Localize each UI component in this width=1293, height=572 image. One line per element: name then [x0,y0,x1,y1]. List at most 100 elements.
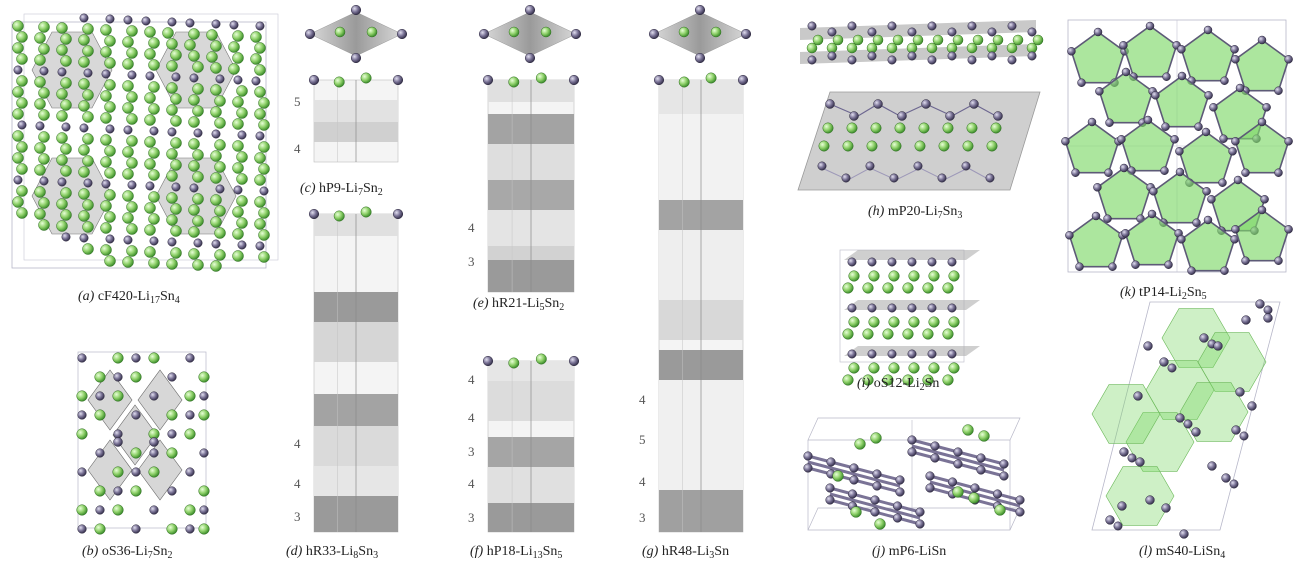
li-atom [144,202,156,214]
li-atom [12,152,24,164]
sn-atom [1201,127,1211,137]
sn-atom [39,66,49,76]
sn-atom [1218,178,1227,187]
li-atom [188,94,200,106]
li-atom [214,205,226,217]
sn-atom [1274,256,1283,265]
li-atom [34,32,46,44]
layer-label: 3 [639,510,646,525]
li-atom [868,362,880,374]
sn-atom [1170,135,1179,144]
caption-c: (c) hP9-Li7Sn2 [300,181,383,198]
li-atom [908,362,920,374]
sn-atom [915,507,925,517]
sn-atom [482,74,494,86]
sn-atom [1143,115,1153,125]
sn-atom [825,483,835,493]
sn-atom [947,477,958,487]
li-atom [210,40,222,52]
li-atom [104,145,116,157]
sn-atom [953,459,963,469]
sn-atom [61,232,71,242]
sn-atom [127,180,137,190]
li-atom [902,374,914,386]
li-atom [60,165,72,177]
li-atom [104,57,116,69]
li-atom [214,117,226,129]
li-atom [126,245,138,257]
sn-atom [1087,117,1097,127]
sn-atom [1119,163,1129,173]
li-atom [258,141,270,153]
sn-atom [141,16,151,26]
sn-atom [1263,305,1273,315]
sn-atom [1075,262,1084,271]
li-atom [232,206,244,218]
sn-atom [847,55,857,65]
li-atom [210,106,222,118]
sn-atom [1213,341,1223,351]
sn-atom [1207,195,1216,204]
li-atom [822,122,834,134]
sn-atom [1284,137,1293,146]
li-atom [78,144,90,156]
li-atom [236,107,248,119]
sn-atom [167,486,177,496]
li-atom [148,257,160,269]
li-atom [882,282,894,294]
caption-k: (k) tP14-Li2Sn5 [1120,285,1207,302]
caption-g: (g) hR48-Li3Sn [642,544,730,561]
li-atom [882,374,894,386]
li-atom [535,353,547,365]
li-atom [166,523,178,535]
li-atom [882,328,894,340]
sn-atom [199,391,209,401]
sn-atom [895,487,905,497]
sn-atom [77,353,87,363]
li-atom [104,211,116,223]
sn-atom [396,28,408,40]
li-atom [250,53,262,65]
li-atom [170,49,182,61]
layer-label: 4 [294,436,301,451]
li-atom [56,44,68,56]
sn-atom [694,4,706,16]
sn-atom [907,349,917,359]
li-atom [942,282,954,294]
pentagon-polyhedron [1096,167,1152,220]
sn-atom [970,483,980,493]
li-atom [540,26,552,38]
li-atom [966,42,978,54]
sn-atom [1143,341,1153,351]
li-atom [258,97,270,109]
panel-f-structure: 4 4 3 4 3 [468,353,580,533]
li-atom [34,98,46,110]
li-atom [942,374,954,386]
li-atom [94,523,106,535]
li-atom [56,220,68,232]
li-atom [832,34,844,46]
panel-a-structure [11,13,279,272]
sn-atom [1191,427,1201,437]
sn-atom [35,121,45,131]
sn-atom [947,27,957,37]
li-atom [184,504,196,516]
li-atom [148,59,160,71]
li-atom [254,86,266,98]
li-atom [888,316,900,328]
li-atom [126,25,138,37]
sn-atom [1159,357,1169,367]
sn-atom [1209,103,1218,112]
li-atom [214,161,226,173]
sn-atom [653,74,665,86]
li-atom [126,223,138,235]
sn-atom [1179,529,1189,539]
li-atom [130,485,142,497]
li-atom [122,168,134,180]
sn-atom [947,51,957,61]
li-atom [258,207,270,219]
li-atom [166,60,178,72]
li-atom [333,76,345,88]
sn-atom [189,73,199,83]
li-atom [192,105,204,117]
